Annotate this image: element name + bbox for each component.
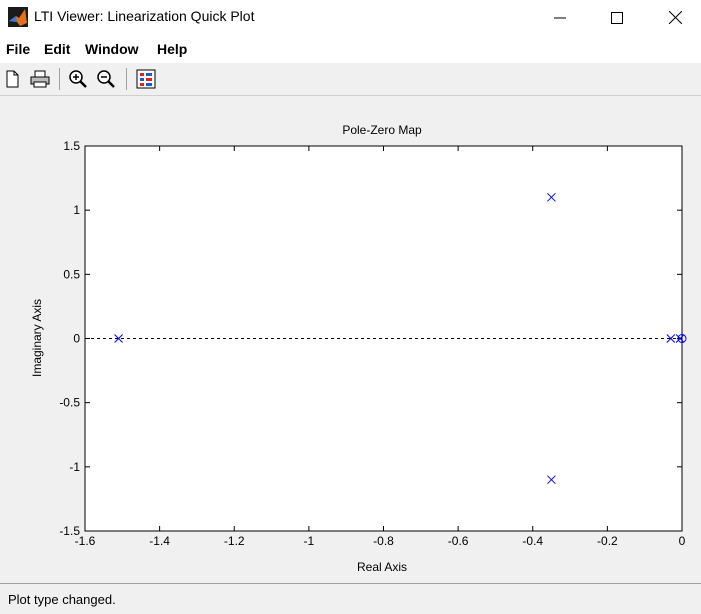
plot-area: Pole-Zero Map -1.6 -1.4 -1.2 -1 -0.8 -0.6 -0.4… (0, 96, 701, 583)
plot-configuration-icon (136, 69, 156, 89)
zero-marker (677, 334, 687, 343)
plot-axes-box (84, 145, 683, 532)
minimize-icon (554, 17, 566, 18)
zoom-in-button[interactable] (66, 67, 90, 91)
x-axis-label: Real Axis (357, 560, 407, 574)
title-bar: LTI Viewer: Linearization Quick Plot (0, 0, 701, 35)
x-tick-label: -0.2 (597, 534, 618, 548)
pole-zero-chart[interactable]: Pole-Zero Map -1.6 -1.4 -1.2 -1 -0.8 -0.6 -0.4… (0, 96, 701, 583)
new-document-icon (6, 70, 19, 88)
window-title: LTI Viewer: Linearization Quick Plot (34, 8, 255, 24)
menu-bar: File Edit Window Help (0, 35, 701, 63)
pole-marker (547, 192, 556, 202)
y-tick-label: 1 (73, 203, 80, 217)
x-tick-label: -0.4 (522, 534, 543, 548)
y-tick-label: -1.5 (59, 524, 80, 538)
toolbar-separator (59, 68, 60, 90)
zoom-in-icon (69, 70, 87, 88)
menu-window[interactable]: Window (85, 41, 139, 57)
toolbar (0, 63, 701, 96)
minimize-button[interactable] (531, 0, 589, 35)
close-icon (668, 11, 682, 24)
x-tick-label: -1.6 (75, 534, 96, 548)
menu-edit[interactable]: Edit (44, 41, 71, 57)
y-tick-label: 1.5 (63, 139, 80, 153)
y-tick-label: 0 (73, 332, 80, 346)
zoom-out-button[interactable] (94, 67, 118, 91)
zoom-out-icon (97, 70, 115, 88)
x-tick-label: -1.2 (224, 534, 245, 548)
pole-marker (666, 334, 676, 343)
x-tick-label: 0 (679, 534, 686, 548)
status-text: Plot type changed. (8, 592, 116, 607)
markers (114, 192, 687, 485)
matlab-icon (8, 7, 28, 27)
x-tick-label: -1 (304, 534, 315, 548)
x-tick-label: -0.8 (373, 534, 394, 548)
y-axis-label: Imaginary Axis (30, 299, 44, 377)
axis-ticks: -1.6 -1.4 -1.2 -1 -0.8 -0.6 -0.4 -0.2 0 1.5 1 0.5 0 -… (59, 139, 685, 548)
x-tick-label: -1.4 (149, 534, 170, 548)
pole-marker (114, 334, 123, 343)
maximize-icon (611, 11, 623, 24)
y-tick-label: -1 (69, 460, 80, 474)
chart-title: Pole-Zero Map (342, 123, 422, 137)
close-button[interactable] (646, 0, 701, 35)
y-tick-label: -0.5 (59, 396, 80, 410)
pole-marker (675, 334, 685, 343)
print-icon (30, 70, 50, 88)
x-tick-label: -0.6 (448, 534, 469, 548)
y-tick-label: 0.5 (63, 267, 80, 281)
new-button[interactable] (0, 67, 24, 91)
menu-file[interactable]: File (6, 41, 31, 57)
print-button[interactable] (28, 67, 52, 91)
status-bar: Plot type changed. (0, 583, 701, 614)
plot-configuration-button[interactable] (134, 67, 158, 91)
pole-marker (547, 475, 556, 485)
maximize-button[interactable] (588, 0, 646, 35)
toolbar-separator (126, 68, 127, 90)
menu-help[interactable]: Help (157, 41, 188, 57)
